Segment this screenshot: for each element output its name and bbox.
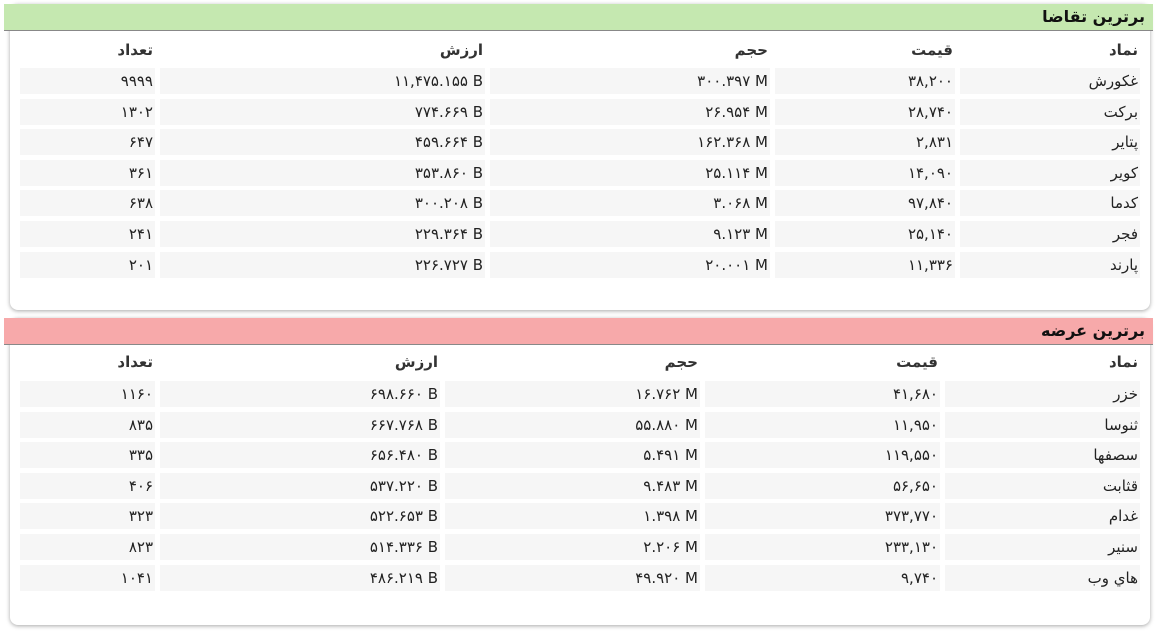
value-cell: ۵۶,۶۵۰ xyxy=(705,472,940,499)
column-header: حجم xyxy=(734,41,768,59)
symbol-cell: برکت xyxy=(960,98,1140,125)
column-header: نماد xyxy=(1108,353,1138,371)
value-cell: ۴۹.۹۲۰ M xyxy=(445,564,700,591)
value-cell: ۱۶.۷۶۲ M xyxy=(445,381,700,407)
value-cell: ۶۳۸ xyxy=(20,190,155,217)
value-cell: ۲۰.۰۰۱ M xyxy=(490,251,770,278)
value-cell: ۹.۴۸۳ M xyxy=(445,472,700,499)
value-cell: ۵۲۲.۶۵۳ B xyxy=(160,503,440,530)
value-cell: ۱۱,۹۵۰ xyxy=(705,411,940,438)
symbol-cell: پارند xyxy=(960,251,1140,278)
value-cell: ۳۲۳ xyxy=(20,503,155,530)
value-cell: ۵۵.۸۸۰ M xyxy=(445,411,700,438)
value-cell: ۳۰۰.۲۰۸ B xyxy=(160,190,485,217)
symbol-cell: سصفها xyxy=(945,442,1140,469)
value-cell: ۸۲۳ xyxy=(20,534,155,560)
value-cell: ۳.۰۶۸ M xyxy=(490,190,770,217)
value-cell: ۶۴۷ xyxy=(20,129,155,156)
value-cell: ۱۶۲.۳۶۸ M xyxy=(490,129,770,156)
symbol-cell: کدما xyxy=(960,190,1140,217)
column-header: ارزش xyxy=(394,353,438,371)
value-cell: ۱۱۹,۵۵۰ xyxy=(705,442,940,469)
value-cell: ۲۵,۱۴۰ xyxy=(775,221,955,247)
panel-title: برترین تقاضا xyxy=(1042,7,1145,26)
value-cell: ۵۱۴.۳۳۶ B xyxy=(160,534,440,560)
value-cell: ۴۱,۶۸۰ xyxy=(705,381,940,407)
symbol-cell: فجر xyxy=(960,221,1140,247)
value-cell: ۱۱,۴۷۵.۱۵۵ B xyxy=(160,68,485,94)
value-cell: ۲,۸۳۱ xyxy=(775,129,955,156)
column-header: تعداد xyxy=(117,41,153,59)
symbol-cell: پتایر xyxy=(960,129,1140,156)
value-cell: ۴۸۶.۲۱۹ B xyxy=(160,564,440,591)
value-cell: ۱۰۴۱ xyxy=(20,564,155,591)
column-header: نماد xyxy=(1108,41,1138,59)
symbol-cell: خزر xyxy=(945,381,1140,407)
value-cell: ۱۳۰۲ xyxy=(20,98,155,125)
value-cell: ۲۲۹.۳۶۴ B xyxy=(160,221,485,247)
symbol-cell: قثابت xyxy=(945,472,1140,499)
value-cell: ۳۰۰.۳۹۷ M xyxy=(490,68,770,94)
value-cell: ۳۷۳,۷۷۰ xyxy=(705,503,940,530)
value-cell: ۱.۳۹۸ M xyxy=(445,503,700,530)
symbol-cell: سنیر xyxy=(945,534,1140,560)
value-cell: ۹,۷۴۰ xyxy=(705,564,940,591)
symbol-cell: کویر xyxy=(960,159,1140,186)
value-cell: ۲۸,۷۴۰ xyxy=(775,98,955,125)
value-cell: ۲۳۳,۱۳۰ xyxy=(705,534,940,560)
value-cell: ۲.۲۰۶ M xyxy=(445,534,700,560)
value-cell: ۲۵.۱۱۴ M xyxy=(490,159,770,186)
panel-title: برترین عرضه xyxy=(1041,321,1145,340)
column-header: قیمت xyxy=(896,353,938,371)
value-cell: ۹۷,۸۴۰ xyxy=(775,190,955,217)
value-cell: ۱۱۶۰ xyxy=(20,381,155,407)
column-header: قیمت xyxy=(911,41,953,59)
value-cell: ۶۹۸.۶۶۰ B xyxy=(160,381,440,407)
value-cell: ۲۰۱ xyxy=(20,251,155,278)
symbol-cell: هاي وب xyxy=(945,564,1140,591)
value-cell: ۲۶.۹۵۴ M xyxy=(490,98,770,125)
panel-header: برترین تقاضا xyxy=(4,4,1153,31)
value-cell: ۳۵۳.۸۶۰ B xyxy=(160,159,485,186)
value-cell: ۱۱,۳۳۶ xyxy=(775,251,955,278)
value-cell: ۲۲۶.۷۲۷ B xyxy=(160,251,485,278)
value-cell: ۵۳۷.۲۲۰ B xyxy=(160,472,440,499)
column-header: ارزش xyxy=(439,41,483,59)
column-header: حجم xyxy=(664,353,698,371)
value-cell: ۹.۱۲۳ M xyxy=(490,221,770,247)
value-cell: ۹۹۹۹ xyxy=(20,68,155,94)
value-cell: ۴۵۹.۶۶۴ B xyxy=(160,129,485,156)
value-cell: ۳۸,۲۰۰ xyxy=(775,68,955,94)
panel-header: برترین عرضه xyxy=(4,318,1153,345)
value-cell: ۱۴,۰۹۰ xyxy=(775,159,955,186)
symbol-cell: ثنوسا xyxy=(945,411,1140,438)
column-header: تعداد xyxy=(117,353,153,371)
value-cell: ۳۶۱ xyxy=(20,159,155,186)
value-cell: ۶۶۷.۷۶۸ B xyxy=(160,411,440,438)
value-cell: ۵.۴۹۱ M xyxy=(445,442,700,469)
value-cell: ۳۳۵ xyxy=(20,442,155,469)
value-cell: ۸۳۵ xyxy=(20,411,155,438)
value-cell: ۷۷۴.۶۶۹ B xyxy=(160,98,485,125)
value-cell: ۶۵۶.۴۸۰ B xyxy=(160,442,440,469)
value-cell: ۲۴۱ xyxy=(20,221,155,247)
symbol-cell: غکورش xyxy=(960,68,1140,94)
value-cell: ۴۰۶ xyxy=(20,472,155,499)
symbol-cell: غدام xyxy=(945,503,1140,530)
